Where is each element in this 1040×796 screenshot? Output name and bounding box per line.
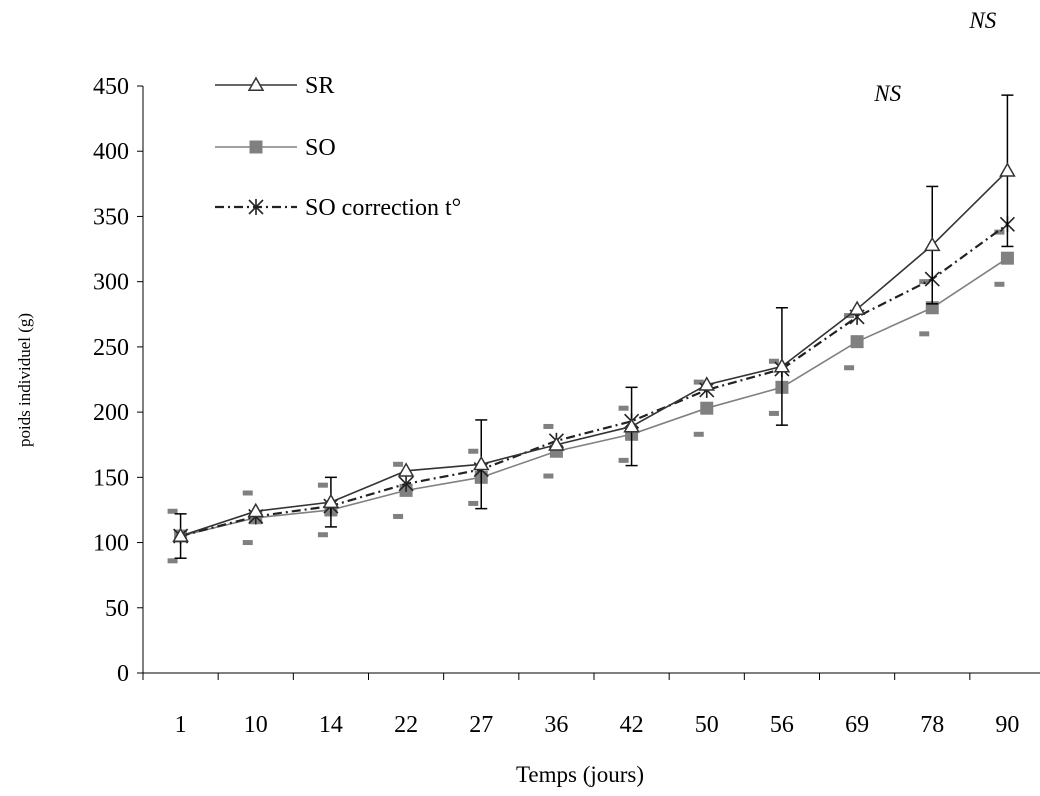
error-bar-cap [242, 540, 253, 546]
error-bar-cap [317, 482, 328, 488]
y-tick-label: 150 [93, 465, 129, 491]
legend-label: SO [305, 135, 336, 161]
error-bar-cap [393, 461, 404, 467]
x-tick-label: 78 [920, 712, 944, 738]
y-tick-label: 300 [93, 270, 129, 296]
legend-item: SO correction t° [215, 195, 461, 221]
y-tick-label: 0 [117, 661, 129, 687]
x-tick-label: 14 [319, 712, 343, 738]
data-point [548, 436, 565, 451]
data-point [172, 527, 189, 543]
legend-marker [248, 199, 264, 215]
y-tick-label: 450 [93, 74, 129, 100]
data-point [472, 455, 490, 471]
error-bar-cap [393, 513, 404, 519]
legend-label: SR [305, 73, 334, 99]
x-axis-title: Temps (jours) [516, 762, 644, 787]
data-point [247, 502, 265, 518]
series-layer [167, 94, 1016, 564]
x-tick-label: 69 [845, 712, 869, 738]
error-bar-cap [919, 279, 930, 285]
error-bar-cap [167, 508, 178, 514]
error-bar-cap [242, 490, 253, 496]
axes: 0 50 100 150 200 250 300 350 400 450 1 10 14 22 27 36 4… [93, 74, 1040, 738]
y-tick-label: 250 [93, 335, 129, 361]
y-tick-label: 350 [93, 204, 129, 230]
error-bar-cap [468, 448, 479, 454]
series-line [180, 223, 1009, 538]
data-point [773, 357, 791, 373]
annotation-ns: NS [968, 8, 996, 33]
data-point [999, 162, 1016, 177]
error-bar-cap [317, 532, 328, 538]
x-ticks: 1 10 14 22 27 36 42 50 56 69 78 90 [142, 673, 1019, 738]
x-tick-label: 90 [995, 712, 1019, 738]
legend-label: SO correction t° [305, 195, 461, 221]
error-bar-cap [919, 331, 930, 337]
error-bar-cap [543, 423, 554, 429]
x-tick-label: 22 [394, 712, 418, 738]
error-bar-cap [468, 500, 479, 506]
error-bar-cap [167, 558, 178, 564]
error-bar-cap [768, 358, 779, 364]
data-point [700, 401, 714, 415]
y-tick-label: 200 [93, 400, 129, 426]
error-bar-cap [693, 379, 704, 385]
legend-item: SO [215, 135, 336, 161]
y-ticks: 0 50 100 150 200 250 300 350 400 450 [93, 74, 143, 687]
data-point [623, 417, 640, 433]
error-bar-cap [844, 365, 855, 371]
series-so-correction-t [173, 216, 1015, 545]
y-axis-title: poids individuel (g) [15, 313, 34, 447]
y-tick-label: 50 [105, 596, 129, 622]
data-point [322, 493, 340, 509]
annotations: NS NS [873, 8, 997, 106]
error-bar-cap [543, 473, 554, 479]
error-bar-cap [618, 405, 629, 411]
x-tick-label: 42 [620, 712, 644, 738]
x-tick-label: 27 [469, 712, 493, 738]
data-point [698, 376, 716, 391]
error-bar-cap [768, 410, 779, 416]
series-line [180, 257, 1008, 537]
annotation-ns: NS [873, 81, 901, 106]
error-bar-cap [618, 457, 629, 463]
error-bar-cap [693, 431, 704, 437]
y-tick-label: 400 [93, 139, 129, 165]
data-point [398, 475, 414, 492]
x-tick-label: 56 [770, 712, 794, 738]
series-line [180, 170, 1008, 537]
x-tick-label: 36 [544, 712, 568, 738]
data-point [1000, 251, 1014, 265]
legend-marker [249, 140, 263, 154]
legend-item: SR [215, 73, 334, 99]
x-tick-label: 50 [695, 712, 719, 738]
x-tick-label: 1 [175, 712, 187, 738]
y-tick-label: 100 [93, 531, 129, 557]
data-point [850, 335, 864, 349]
data-point [397, 462, 415, 477]
series-so [167, 229, 1014, 564]
x-tick-label: 10 [244, 712, 268, 738]
legend: SR SO SO correction t° [215, 73, 461, 221]
error-bar-cap [994, 229, 1005, 235]
data-point [848, 300, 866, 316]
error-bar-cap [994, 281, 1005, 287]
data-point [923, 236, 941, 252]
legend-marker [247, 76, 265, 91]
series-sr [172, 94, 1016, 559]
